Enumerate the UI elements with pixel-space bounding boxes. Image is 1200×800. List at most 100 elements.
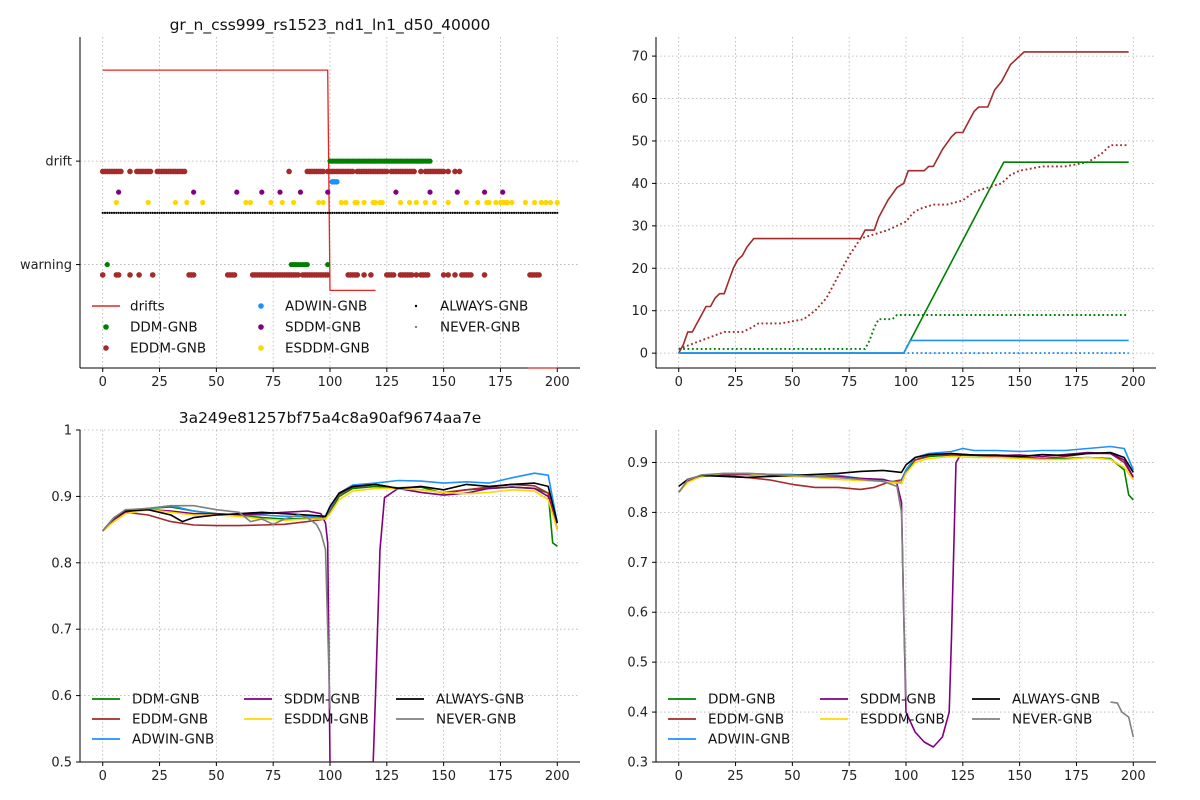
chart-0-sddm-gnb-drift-point-9 [454, 189, 460, 195]
chart-0-eddm-gnb-warning-point-33 [295, 272, 301, 278]
chart-3-xtick-label-2: 50 [784, 769, 801, 784]
chart-0-always-gnb-drift-point-18 [142, 211, 145, 214]
chart-3-lines [678, 445, 1135, 748]
chart-0-always-gnb-drift-point-101 [331, 211, 334, 214]
chart-0-eddm-gnb-warning-point-56 [390, 272, 397, 278]
chart-0-sddm-gnb-drift-point-8 [427, 189, 433, 195]
chart-0-always-gnb-drift-point-60 [237, 211, 241, 214]
chart-0-esddm-gnb-drift-point-16 [361, 199, 367, 206]
chart-0-esddm-gnb-drift-point-30 [486, 199, 492, 206]
chart-0-esddm-gnb-drift-point-3 [184, 199, 190, 206]
chart-0-eddm-gnb-warning-point-12 [231, 272, 238, 278]
chart-0-always-gnb-drift-point-93 [312, 211, 316, 214]
chart-0-eddm-gnb-warning-point-63 [413, 272, 420, 278]
chart-3-legend-label-eddm-gnb: EDDM-GNB [708, 712, 784, 728]
chart-3-line-never-gnb-2 [1110, 701, 1135, 738]
chart-0-always-gnb-drift-point-8 [119, 211, 123, 214]
chart-0-always-gnb-drift-point-130 [397, 211, 400, 214]
chart-cumulative-detections: 0 25 50 75 100 125 150 175 200 0 10 20 30 40 50 60 70 [631, 37, 1156, 390]
chart-0-always-gnb-drift-point-189 [531, 211, 534, 214]
chart-0-always-gnb-drift-point-62 [242, 211, 245, 214]
chart-0-always-gnb-drift-point-140 [419, 211, 423, 214]
chart-0-always-gnb-drift-point-141 [422, 211, 425, 214]
chart-0-always-gnb-drift-point-119 [372, 211, 375, 214]
chart-0-always-gnb-drift-point-80 [283, 211, 286, 214]
chart-3-legend-item-never-gnb: NEVER-GNB [972, 712, 1092, 728]
chart-0-eddm-gnb-drift-point-38 [320, 168, 326, 175]
chart-0-always-gnb-drift-point-59 [235, 211, 238, 214]
chart-0-esddm-gnb-drift-point-22 [406, 199, 413, 206]
chart-0-legend-item-never-gnb: NEVER-GNB [414, 320, 520, 336]
chart-0-always-gnb-drift-point-36 [183, 211, 186, 214]
chart-0-eddm-gnb-drift-point-8 [118, 168, 124, 175]
chart-0-always-gnb-drift-point-197 [549, 211, 552, 214]
chart-1-ytick-label-5: 50 [631, 134, 648, 149]
chart-0-always-gnb-drift-point-24 [156, 211, 159, 214]
chart-0-eddm-gnb-drift-point-75 [411, 168, 417, 175]
chart-2-legend-label-never-gnb: NEVER-GNB [436, 712, 516, 728]
chart-1-ytick-label-3: 30 [631, 219, 648, 234]
chart-0-always-gnb-drift-point-192 [537, 211, 541, 214]
chart-0-legend-swatch-ddm-gnb [103, 324, 109, 330]
chart-1-xtick-label-0: 0 [675, 375, 683, 390]
chart-0-always-gnb-drift-point-167 [481, 211, 484, 214]
chart-0-always-gnb-drift-point-31 [172, 211, 175, 214]
chart-0-esddm-gnb-drift-point-12 [338, 199, 344, 206]
chart-0-always-gnb-drift-point-84 [292, 211, 295, 214]
chart-1-xtick-label-2: 50 [784, 375, 801, 390]
chart-0-xtick-label-2: 50 [208, 375, 225, 390]
chart-0-esddm-gnb-drift-point-9 [291, 199, 297, 206]
chart-0-always-gnb-drift-point-179 [508, 211, 511, 214]
chart-0-always-gnb-drift-point-182 [515, 211, 518, 214]
chart-2-legend-item-eddm-gnb: EDDM-GNB [92, 712, 208, 728]
chart-0-always-gnb-drift-point-177 [503, 211, 507, 214]
chart-0-eddm-gnb-warning-point-3 [127, 272, 133, 278]
chart-0-esddm-gnb-drift-point-23 [413, 199, 419, 206]
chart-0-always-gnb-drift-point-67 [253, 211, 257, 214]
chart-0-always-gnb-drift-point-41 [194, 211, 198, 214]
chart-2-xtick-label-3: 75 [265, 769, 282, 784]
chart-0-always-gnb-drift-point-107 [344, 211, 348, 214]
chart-0-always-gnb-drift-point-180 [510, 211, 513, 214]
chart-0-legend-item-eddm-gnb: EDDM-GNB [103, 341, 206, 357]
chart-0-series-eddm-gnb [99, 168, 542, 278]
chart-0-esddm-gnb-drift-point-42 [554, 199, 560, 206]
chart-0-always-gnb-drift-point-174 [497, 211, 500, 214]
chart-0-legend-swatch-always-gnb [414, 304, 418, 308]
chart-0-eddm-gnb-drift-point-30 [286, 168, 292, 175]
chart-3-legend-label-always-gnb: ALWAYS-GNB [1012, 692, 1100, 708]
chart-0-always-gnb-drift-point-112 [356, 211, 359, 214]
chart-0-always-gnb-drift-point-109 [349, 211, 352, 214]
chart-0-always-gnb-drift-point-170 [487, 211, 491, 214]
chart-3-line-never-gnb [678, 472, 907, 698]
chart-0-series-sddm-gnb [116, 189, 506, 195]
chart-3-legend-item-eddm-gnb: EDDM-GNB [668, 712, 784, 728]
chart-0-eddm-gnb-warning-point-2 [115, 272, 122, 278]
chart-0-eddm-gnb-warning-point-75 [468, 272, 474, 278]
chart-0-always-gnb-drift-point-76 [274, 211, 277, 214]
chart-0-always-gnb-drift-point-166 [478, 211, 482, 214]
chart-0-always-gnb-drift-point-72 [265, 211, 268, 214]
chart-0-esddm-gnb-drift-point-37 [522, 199, 529, 206]
chart-0-esddm-gnb-drift-point-36 [509, 199, 515, 206]
chart-1-xtick-label-1: 25 [727, 375, 744, 390]
chart-0-eddm-gnb-drift-point-76 [418, 168, 424, 175]
chart-1-line-ddm-gnb-warnings [678, 314, 1129, 350]
chart-0-esddm-gnb-drift-point-35 [504, 199, 510, 206]
chart-0-always-gnb-drift-point-10 [124, 211, 127, 214]
chart-3-line-adwin-gnb [678, 445, 1135, 493]
chart-1-ytick-label-7: 70 [631, 50, 648, 65]
chart-0-legend-swatch-esddm-gnb [258, 345, 264, 351]
chart-0-always-gnb-drift-point-138 [415, 211, 418, 214]
chart-1-line-adwin-gnb [678, 339, 1129, 354]
chart-0-always-gnb-drift-point-157 [458, 211, 461, 214]
chart-0-xtick-label-5: 125 [374, 375, 399, 390]
chart-0-always-gnb-drift-point-63 [244, 211, 248, 214]
chart-0-eddm-gnb-warning-point-5 [149, 272, 156, 278]
chart-0-always-gnb-drift-point-34 [178, 211, 182, 214]
chart-0-always-gnb-drift-point-139 [417, 211, 420, 214]
chart-0-esddm-gnb-drift-point-8 [279, 199, 285, 206]
chart-0-eddm-gnb-warning-point-50 [354, 272, 361, 278]
chart-0-always-gnb-drift-point-128 [392, 211, 395, 214]
